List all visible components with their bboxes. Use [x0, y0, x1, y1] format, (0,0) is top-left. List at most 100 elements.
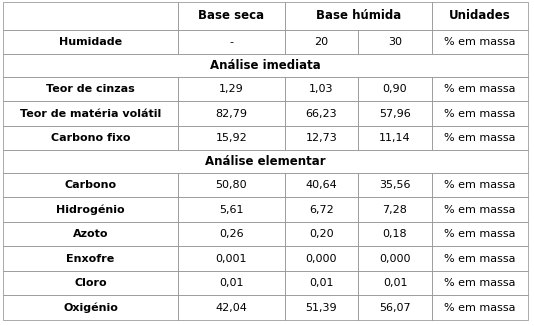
Bar: [178, 30, 285, 54]
Bar: [178, 197, 285, 222]
Text: Base seca: Base seca: [199, 9, 264, 22]
Bar: [178, 246, 285, 271]
Text: Análise elementar: Análise elementar: [205, 155, 326, 168]
Bar: [178, 271, 285, 295]
Text: % em massa: % em massa: [444, 278, 516, 288]
Bar: [285, 295, 358, 320]
Text: % em massa: % em massa: [444, 37, 516, 47]
Bar: [358, 30, 432, 54]
Text: 6,72: 6,72: [309, 204, 334, 215]
Bar: [358, 246, 432, 271]
Bar: [432, 197, 528, 222]
Bar: [285, 271, 358, 295]
Text: Teor de cinzas: Teor de cinzas: [46, 84, 135, 94]
Text: 0,26: 0,26: [219, 229, 244, 239]
Text: % em massa: % em massa: [444, 204, 516, 215]
Bar: [3, 271, 178, 295]
Bar: [432, 295, 528, 320]
Text: 12,73: 12,73: [305, 133, 337, 143]
Bar: [432, 222, 528, 246]
Text: Oxigénio: Oxigénio: [63, 303, 118, 313]
Text: 82,79: 82,79: [216, 109, 247, 119]
Text: Unidades: Unidades: [449, 9, 511, 22]
Text: 56,07: 56,07: [379, 303, 411, 313]
Text: 0,01: 0,01: [309, 278, 334, 288]
Bar: [3, 126, 178, 150]
Text: 57,96: 57,96: [379, 109, 411, 119]
Text: 0,01: 0,01: [383, 278, 407, 288]
Bar: [285, 197, 358, 222]
Text: 20: 20: [315, 37, 328, 47]
Text: 40,64: 40,64: [305, 180, 337, 190]
Text: 0,000: 0,000: [379, 254, 411, 264]
Bar: [358, 77, 432, 101]
Bar: [285, 222, 358, 246]
Text: Carbono: Carbono: [65, 180, 116, 190]
Bar: [432, 126, 528, 150]
Bar: [432, 173, 528, 197]
Bar: [358, 197, 432, 222]
Text: Enxofre: Enxofre: [66, 254, 115, 264]
Bar: [178, 77, 285, 101]
Bar: [3, 30, 178, 54]
Bar: [432, 2, 528, 30]
Bar: [285, 173, 358, 197]
Bar: [3, 77, 178, 101]
Text: 51,39: 51,39: [305, 303, 337, 313]
Text: Azoto: Azoto: [73, 229, 108, 239]
Text: 0,90: 0,90: [383, 84, 407, 94]
Bar: [432, 271, 528, 295]
Bar: [3, 173, 178, 197]
Text: Carbono fixo: Carbono fixo: [51, 133, 130, 143]
Text: 11,14: 11,14: [379, 133, 411, 143]
Bar: [3, 295, 178, 320]
Text: Cloro: Cloro: [74, 278, 107, 288]
Text: 0,01: 0,01: [219, 278, 244, 288]
Bar: [285, 30, 358, 54]
Bar: [178, 2, 285, 30]
Bar: [3, 150, 528, 173]
Bar: [285, 101, 358, 126]
Bar: [432, 101, 528, 126]
Text: Base húmida: Base húmida: [316, 9, 401, 22]
Text: 5,61: 5,61: [219, 204, 244, 215]
Bar: [3, 2, 178, 30]
Text: % em massa: % em massa: [444, 133, 516, 143]
Bar: [3, 246, 178, 271]
Text: 0,20: 0,20: [309, 229, 334, 239]
Bar: [285, 77, 358, 101]
Text: -: -: [230, 37, 233, 47]
Text: 1,29: 1,29: [219, 84, 244, 94]
Bar: [358, 101, 432, 126]
Bar: [3, 222, 178, 246]
Text: 35,56: 35,56: [379, 180, 411, 190]
Bar: [285, 2, 432, 30]
Bar: [358, 126, 432, 150]
Text: Análise imediata: Análise imediata: [210, 59, 321, 72]
Bar: [178, 126, 285, 150]
Bar: [358, 271, 432, 295]
Text: 0,001: 0,001: [216, 254, 247, 264]
Bar: [178, 173, 285, 197]
Text: 15,92: 15,92: [216, 133, 247, 143]
Bar: [358, 222, 432, 246]
Text: 7,28: 7,28: [382, 204, 407, 215]
Text: % em massa: % em massa: [444, 84, 516, 94]
Bar: [178, 222, 285, 246]
Bar: [432, 30, 528, 54]
Text: Teor de matéria volátil: Teor de matéria volátil: [20, 109, 161, 119]
Text: Hidrogénio: Hidrogénio: [56, 204, 125, 215]
Bar: [285, 126, 358, 150]
Text: 0,18: 0,18: [383, 229, 407, 239]
Bar: [358, 295, 432, 320]
Bar: [3, 197, 178, 222]
Text: 30: 30: [388, 37, 402, 47]
Bar: [358, 173, 432, 197]
Bar: [178, 295, 285, 320]
Text: % em massa: % em massa: [444, 303, 516, 313]
Bar: [178, 101, 285, 126]
Text: 1,03: 1,03: [309, 84, 334, 94]
Text: Humidade: Humidade: [59, 37, 122, 47]
Text: % em massa: % em massa: [444, 229, 516, 239]
Text: 50,80: 50,80: [216, 180, 247, 190]
